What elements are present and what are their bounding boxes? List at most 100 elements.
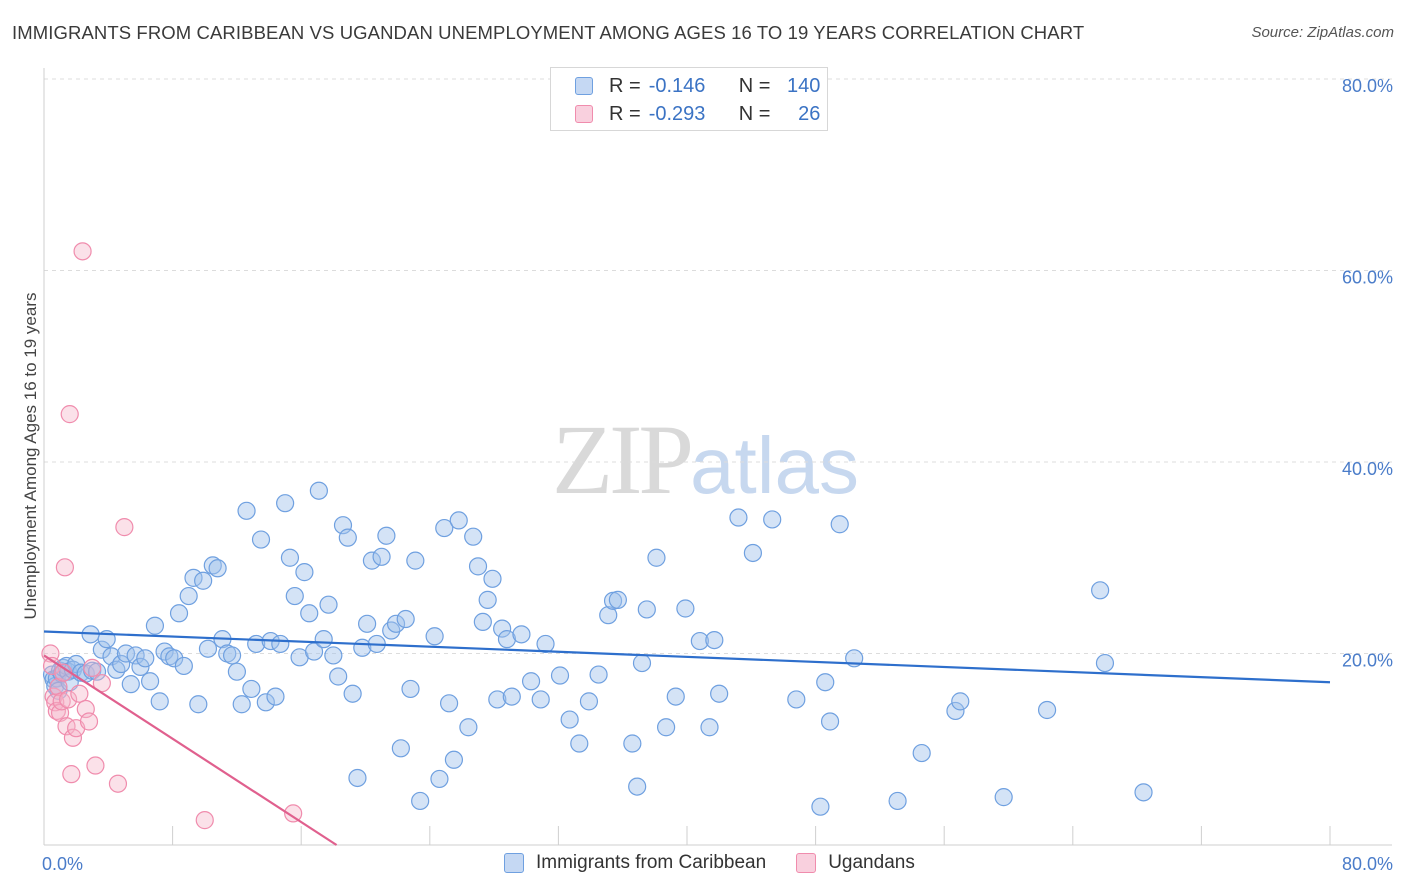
- y-tick-label: 60.0%: [1342, 268, 1393, 288]
- legend-n-label: N =: [738, 74, 771, 97]
- caribbean-point: [666, 687, 685, 706]
- caribbean-point: [439, 694, 459, 713]
- caribbean-point: [435, 518, 454, 538]
- caribbean-point: [994, 788, 1013, 807]
- caribbean-point: [396, 609, 415, 629]
- caribbean-point: [608, 590, 627, 609]
- caribbean-point: [92, 640, 111, 659]
- ugandans-point: [86, 756, 105, 775]
- caribbean-point: [358, 614, 377, 633]
- caribbean-point: [811, 797, 830, 816]
- caribbean-point: [951, 692, 970, 711]
- caribbean-point: [1037, 700, 1057, 720]
- caribbean-point: [521, 672, 541, 691]
- caribbean-point: [628, 777, 647, 796]
- caribbean-point: [348, 768, 367, 788]
- caribbean-point: [309, 481, 328, 500]
- caribbean-point: [483, 569, 502, 588]
- caribbean-point: [121, 675, 140, 694]
- caribbean-point: [232, 695, 251, 714]
- caribbean-point: [242, 679, 261, 699]
- series-legend-item-caribbean: Immigrants from Caribbean: [504, 852, 766, 874]
- caribbean-point: [493, 619, 512, 638]
- trend-lines: [43, 630, 1331, 846]
- caribbean-point: [237, 501, 256, 520]
- caribbean-point: [888, 791, 907, 811]
- grid-lines: [44, 78, 1392, 654]
- caribbean-point: [531, 690, 550, 709]
- ugandans-point: [60, 405, 79, 424]
- ugandans-point: [62, 765, 81, 784]
- caribbean-point: [512, 625, 531, 644]
- caribbean-point: [579, 692, 599, 711]
- caribbean-point: [194, 571, 213, 590]
- caribbean-point: [140, 672, 160, 691]
- caribbean-point: [560, 710, 579, 729]
- series-legend-swatch-ugandans: [796, 853, 817, 873]
- legend-r-value: -0.146: [648, 74, 706, 97]
- caribbean-point: [208, 559, 227, 578]
- caribbean-point: [623, 734, 642, 753]
- ugandans-point: [55, 558, 74, 577]
- legend-n-value: 26: [798, 102, 821, 125]
- ugandans-point: [115, 518, 134, 537]
- caribbean-point: [497, 630, 517, 649]
- legend-swatch-caribbean: [575, 77, 593, 95]
- ugandans-point: [83, 658, 102, 677]
- caribbean-point: [411, 791, 430, 811]
- caribbean-point: [372, 547, 391, 566]
- ugandans-point: [47, 701, 66, 721]
- caribbean-point: [338, 528, 357, 547]
- caribbean-point: [112, 654, 131, 674]
- caribbean-point: [406, 551, 425, 570]
- legend-row-caribbean: R = -0.146 N = 140: [575, 74, 820, 98]
- caribbean-point: [676, 599, 695, 618]
- caribbean-point: [536, 634, 555, 654]
- caribbean-point: [276, 494, 295, 513]
- ugandans-point: [70, 684, 89, 703]
- caribbean-point: [729, 508, 748, 527]
- legend-r-value: -0.293: [648, 102, 706, 125]
- caribbean-point: [266, 687, 285, 706]
- caribbean-point: [637, 600, 656, 619]
- caribbean-point: [647, 548, 666, 567]
- series-legend: Immigrants from Caribbean Ugandans: [504, 852, 945, 874]
- caribbean-point: [102, 647, 121, 666]
- ugandans-point: [52, 692, 71, 711]
- chart-source: Source: ZipAtlas.com: [1251, 24, 1394, 41]
- caribbean-point: [227, 662, 246, 681]
- caribbean-point: [763, 510, 782, 529]
- caribbean-point: [271, 634, 290, 654]
- caribbean-point: [362, 551, 382, 570]
- caribbean-point: [169, 604, 189, 623]
- caribbean-point: [478, 590, 497, 609]
- axes: [43, 68, 1392, 846]
- caribbean-point: [820, 712, 840, 731]
- caribbean-point: [222, 646, 242, 665]
- series-caribbean-points: [42, 481, 1153, 816]
- ugandans-point: [73, 242, 92, 261]
- caribbean-point: [444, 750, 464, 769]
- caribbean-point: [912, 743, 931, 763]
- y-tick-label: 20.0%: [1342, 651, 1393, 671]
- caribbean-point: [256, 693, 275, 712]
- caribbean-point: [705, 630, 724, 650]
- caribbean-point: [1134, 783, 1153, 802]
- series-legend-item-ugandans: Ugandans: [796, 852, 915, 874]
- caribbean-point: [280, 548, 300, 567]
- caribbean-point: [690, 631, 709, 651]
- caribbean-point: [599, 606, 618, 625]
- caribbean-point: [657, 718, 676, 737]
- caribbean-point: [343, 684, 362, 703]
- caribbean-point: [468, 557, 488, 576]
- caribbean-point: [107, 660, 126, 679]
- caribbean-point: [502, 687, 521, 706]
- series-legend-swatch-caribbean: [504, 853, 524, 873]
- caribbean-point: [203, 556, 222, 575]
- ugandans-point: [49, 677, 68, 697]
- ugandans-point: [63, 728, 83, 747]
- ugandans-point: [284, 804, 303, 823]
- legend-row-ugandans: R = -0.293 N = 26: [575, 102, 820, 126]
- caribbean-point: [391, 739, 410, 758]
